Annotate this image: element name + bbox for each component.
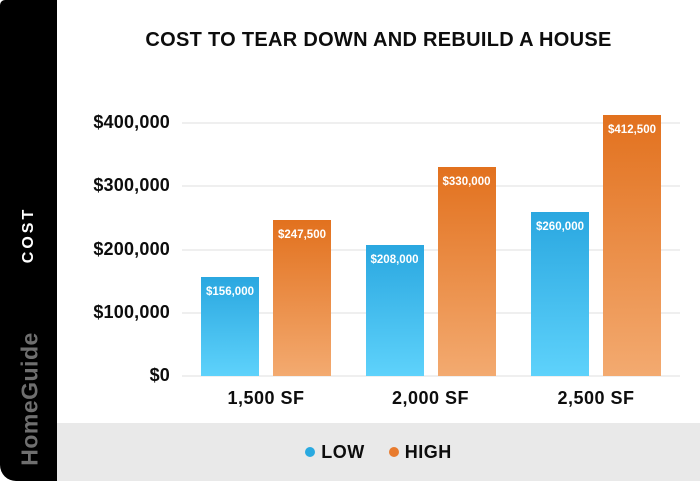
bar-value-label: $260,000 [536,221,584,233]
bar-value-label: $208,000 [370,254,419,266]
y-axis-title: COST [20,206,37,264]
legend-dot-low-icon [305,447,316,457]
y-axis-tick-label: $400,000 [93,112,170,133]
legend-label: LOW [321,441,365,462]
brand-watermark: HomeGuide [16,332,43,466]
bar-high-2500SF: $412,500 [603,115,661,376]
legend-item-high: HIGH [388,441,452,463]
y-axis-tick-label: $200,000 [93,238,170,259]
chart-card: COST TO TEAR DOWN AND REBUILD A HOUSE $0… [57,0,700,481]
legend-label: HIGH [404,441,452,462]
legend-item-low: LOW [305,442,365,463]
gridline [182,375,680,377]
x-axis-category-label: 2,500 SF [557,388,635,408]
gridline [182,122,680,125]
y-axis-tick-label: $0 [149,365,170,385]
x-axis-category-label: 1,500 SF [227,388,305,408]
bar-value-label: $247,500 [278,229,326,241]
chart-title: COST TO TEAR DOWN AND REBUILD A HOUSE [145,29,612,51]
bar-high-2000SF: $330,000 [437,167,496,376]
bar-chart-plot-area: $0 $100,000 $200,000 $300,000 $400,000 $156,0… [57,0,700,423]
y-axis-tick-label: $300,000 [93,175,170,196]
y-axis-tick-label: $100,000 [93,301,170,322]
bar-low-1500SF: $156,000 [201,277,259,376]
x-axis-category-label: 2,000 SF [391,388,470,408]
bar-value-label: $412,500 [608,124,656,136]
bar-low-2500SF: $260,000 [531,212,589,376]
legend-dot-high-icon [388,447,399,457]
gridline [182,311,680,314]
gridline [182,185,680,188]
gridline [182,248,680,251]
bar-high-1500SF: $247,500 [273,220,331,376]
legend: LOW HIGH [57,423,700,481]
bar-value-label: $156,000 [206,286,254,298]
sidebar: COST HomeGuide [0,0,57,481]
bar-value-label: $330,000 [442,176,491,188]
bar-low-2000SF: $208,000 [365,245,424,376]
